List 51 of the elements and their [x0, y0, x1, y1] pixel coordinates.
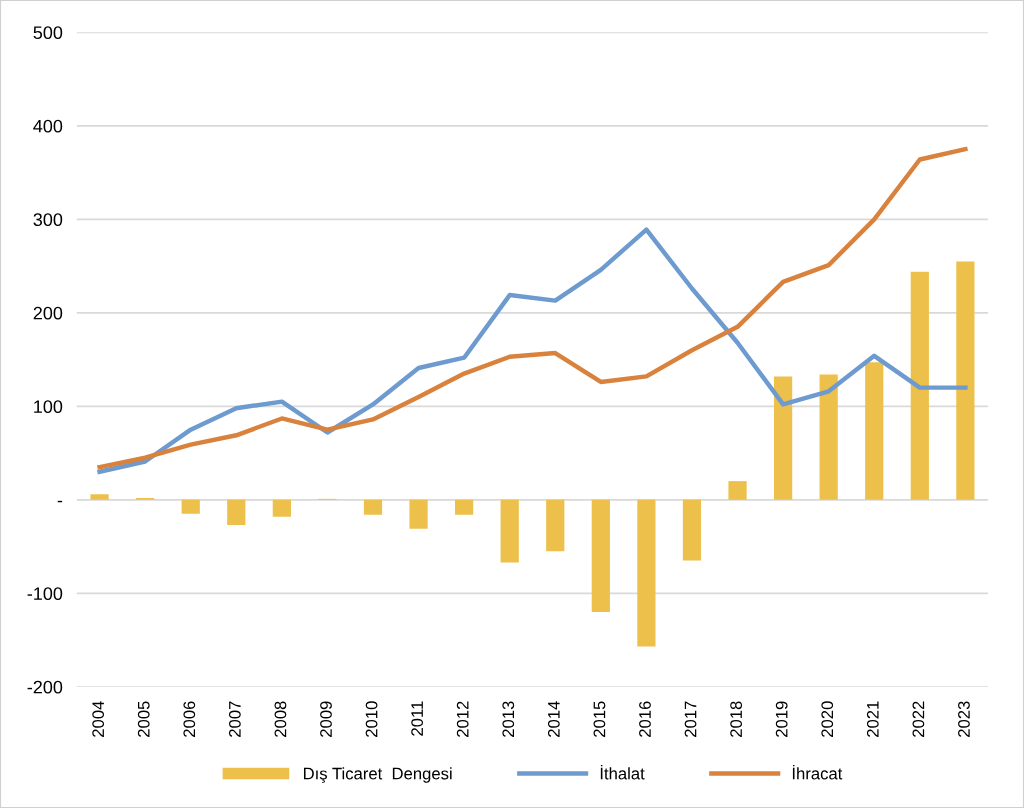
y-tick-label: 300	[33, 213, 63, 227]
bar	[865, 362, 884, 500]
legend-label: İthalat	[600, 764, 645, 780]
bar	[637, 499, 656, 647]
bar	[363, 499, 383, 515]
x-tick-label: 2006	[183, 701, 196, 737]
bar	[227, 499, 246, 526]
bar	[682, 499, 702, 561]
line-series	[97, 146, 968, 470]
bar	[90, 494, 109, 500]
bar	[455, 499, 474, 515]
bar	[910, 271, 929, 500]
y-tick-label: 100	[34, 400, 63, 414]
bar	[819, 374, 838, 500]
x-tick-label: 2016	[639, 701, 651, 737]
x-tick-label: 2014	[547, 701, 560, 737]
x-tick-label: 2008	[274, 701, 287, 737]
bar	[546, 499, 565, 552]
legend-label: Dış Ticaret Dengesi	[303, 767, 452, 783]
bar	[409, 499, 428, 529]
x-tick-label: 2011	[411, 701, 424, 736]
bar	[728, 481, 747, 500]
x-tick-label: 2021	[866, 701, 879, 737]
legend-label: İhracat	[792, 764, 843, 780]
y-tick-label: -200	[27, 680, 63, 694]
x-tick-label: 2005	[137, 701, 150, 737]
bar	[773, 376, 793, 500]
y-tick-label: 400	[33, 119, 63, 133]
x-tick-label: 2009	[320, 701, 332, 737]
y-tick-label: -	[57, 500, 63, 503]
line-series	[97, 227, 968, 474]
y-tick-label: 200	[33, 306, 63, 320]
bar	[181, 499, 200, 514]
y-tick-label: -100	[27, 587, 63, 601]
x-tick-label: 2018	[730, 701, 743, 737]
x-tick-label: 2023	[958, 701, 970, 737]
x-tick-label: 2004	[92, 701, 105, 737]
x-tick-label: 2007	[228, 701, 241, 737]
y-tick-label: 500	[33, 26, 63, 40]
x-tick-label: 2015	[593, 701, 606, 737]
x-tick-label: 2019	[775, 701, 788, 737]
x-tick-label: 2012	[456, 701, 469, 737]
x-tick-label: 2022	[912, 701, 925, 737]
bar	[500, 499, 519, 563]
x-tick-label: 2010	[365, 701, 378, 737]
x-tick-label: 2017	[684, 701, 697, 737]
x-tick-label: 2013	[502, 701, 515, 737]
x-tick-label: 2020	[821, 701, 834, 737]
bar	[591, 499, 610, 612]
bar	[956, 261, 975, 500]
bar	[272, 499, 291, 517]
